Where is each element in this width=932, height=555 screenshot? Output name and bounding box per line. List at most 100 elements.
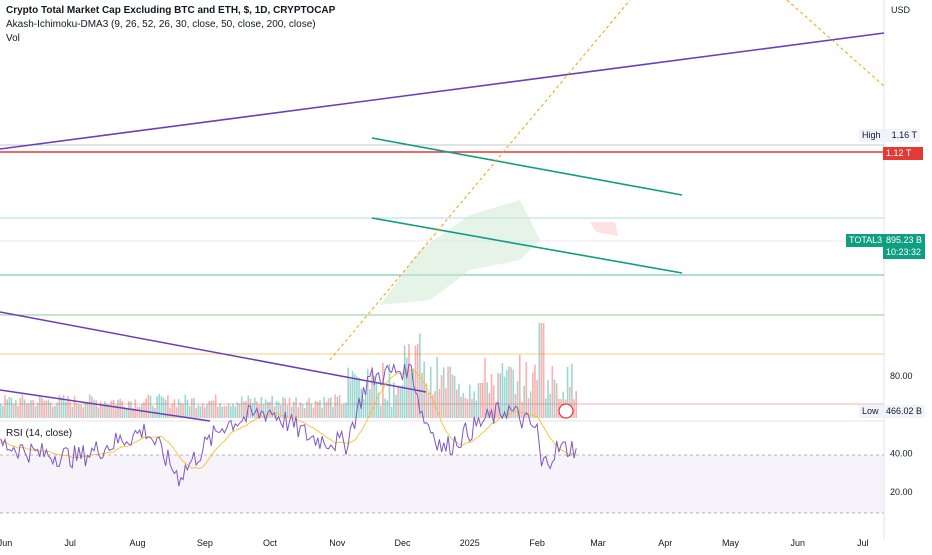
- time-axis-tick: May: [722, 538, 740, 548]
- volume-bar: [403, 345, 406, 418]
- volume-bar: [0, 403, 2, 418]
- volume-bar: [106, 403, 108, 418]
- volume-bar: [34, 406, 37, 418]
- time-axis-tick: Jun: [791, 538, 806, 548]
- volume-bar: [167, 395, 169, 418]
- volume-bar: [225, 405, 228, 418]
- volume-bar: [275, 401, 278, 418]
- rsi-band: [0, 455, 884, 513]
- volume-bar: [408, 344, 410, 418]
- volume-bar: [112, 400, 115, 418]
- volume-bar: [214, 394, 217, 418]
- volume-bar: [253, 397, 256, 418]
- volume-bar: [6, 399, 8, 418]
- volume-bar: [421, 372, 423, 418]
- volume-bar: [306, 401, 308, 418]
- volume-bar: [184, 394, 187, 418]
- volume-bar: [542, 323, 545, 418]
- time-axis-tick: Feb: [529, 538, 545, 548]
- purple-channel-top: [0, 311, 427, 393]
- volume-bar: [486, 382, 488, 418]
- volume-bar: [212, 400, 215, 418]
- volume-bar: [429, 366, 432, 418]
- volume-bar: [442, 367, 445, 418]
- volume-bar: [531, 372, 534, 418]
- volume-bar: [471, 399, 473, 418]
- volume-bar: [243, 401, 245, 418]
- low-value: 466.02 B: [885, 406, 922, 416]
- volume-bar: [412, 368, 415, 418]
- volume-bar: [73, 395, 76, 418]
- volume-bar: [312, 407, 315, 418]
- volume-bar: [336, 396, 339, 418]
- time-axis-tick: Mar: [590, 538, 606, 548]
- volume-bar: [201, 403, 204, 418]
- volume-bar: [432, 394, 434, 418]
- volume-bar: [208, 401, 210, 418]
- volume-bar: [338, 394, 341, 418]
- volume-bar: [71, 406, 74, 418]
- volume-bar: [10, 398, 13, 418]
- volume-bar: [49, 402, 52, 418]
- volume-bar: [397, 385, 399, 418]
- volume-bar: [104, 401, 106, 418]
- volume-bar: [525, 361, 528, 418]
- volume-bar: [455, 389, 458, 418]
- volume-bar: [330, 397, 332, 418]
- volume-bar: [349, 379, 352, 418]
- volume-bar: [143, 401, 145, 418]
- volume-bar: [260, 397, 263, 418]
- volume-bar: [286, 405, 289, 418]
- volume-bar: [449, 366, 452, 418]
- volume-bar: [271, 395, 273, 418]
- volume-bar: [180, 402, 182, 418]
- volume-bar: [458, 383, 460, 418]
- event-flag-icon: [558, 403, 574, 419]
- volume-bar: [173, 399, 176, 418]
- volume-bar: [136, 406, 139, 418]
- volume-bar: [479, 382, 482, 418]
- volume-bar: [295, 397, 297, 418]
- volume-bar: [568, 386, 571, 418]
- red-level-tag: 1.12 T: [883, 147, 923, 160]
- volume-bar: [12, 404, 15, 418]
- volume-bar: [523, 385, 525, 418]
- volume-bar: [518, 354, 521, 418]
- volume-bar: [30, 400, 32, 418]
- volume-bar: [264, 399, 267, 418]
- low-label: Low: [862, 406, 879, 416]
- volume-bar: [134, 399, 137, 418]
- volume-bar: [210, 400, 213, 418]
- volume-bar: [195, 407, 197, 418]
- volume-bar: [32, 400, 35, 418]
- volume-bar: [316, 401, 319, 418]
- high-value: 1.16 T: [891, 130, 917, 140]
- time-axis-tick: Jul: [64, 538, 76, 548]
- volume-bar: [171, 403, 174, 418]
- volume-bar: [236, 402, 239, 418]
- volume-bar: [345, 402, 347, 418]
- volume-bar: [175, 407, 178, 418]
- rsi-legend: RSI (14, close): [6, 428, 73, 439]
- volume-bar: [549, 393, 551, 418]
- volume-bar: [416, 344, 419, 418]
- volume-bar: [466, 399, 469, 418]
- volume-bar: [445, 388, 447, 418]
- volume-bar: [125, 407, 128, 418]
- volume-bar: [482, 382, 484, 418]
- time-axis-tick: Jun: [0, 538, 12, 548]
- chart-legend: Crypto Total Market Cap Excluding BTC an…: [6, 4, 335, 46]
- volume-bar: [545, 398, 547, 418]
- volume-bar: [362, 399, 365, 418]
- volume-bar: [293, 401, 295, 418]
- volume-bar: [199, 406, 202, 418]
- volume-bar: [427, 392, 430, 418]
- volume-bar: [325, 401, 328, 418]
- volume-bar: [436, 357, 439, 418]
- volume-bar: [321, 407, 323, 418]
- currency-label[interactable]: USD: [891, 5, 911, 15]
- volume-bar: [334, 394, 336, 418]
- volume-bar: [423, 361, 425, 418]
